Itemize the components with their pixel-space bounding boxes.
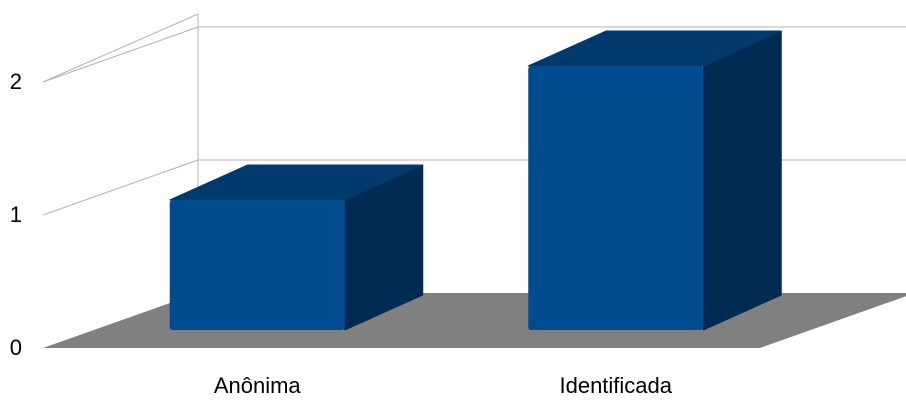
- bar-side: [702, 30, 782, 331]
- bar: [527, 30, 782, 331]
- y-axis-ticks: 0 1 2: [10, 69, 22, 360]
- y-tick-label: 2: [10, 69, 22, 94]
- y-tick-label: 0: [10, 335, 22, 360]
- bar: [169, 164, 424, 331]
- x-tick-label: Identificada: [559, 373, 672, 398]
- x-tick-label: Anônima: [214, 373, 302, 398]
- x-axis-ticks: Anônima Identificada: [214, 373, 673, 398]
- side-wall-top: [42, 13, 199, 83]
- y-tick-label: 1: [10, 202, 22, 227]
- bar-front: [528, 66, 704, 330]
- gridline-side: [42, 159, 199, 216]
- bar-front: [169, 200, 345, 330]
- gridline-side: [42, 26, 199, 83]
- bars: [169, 30, 782, 331]
